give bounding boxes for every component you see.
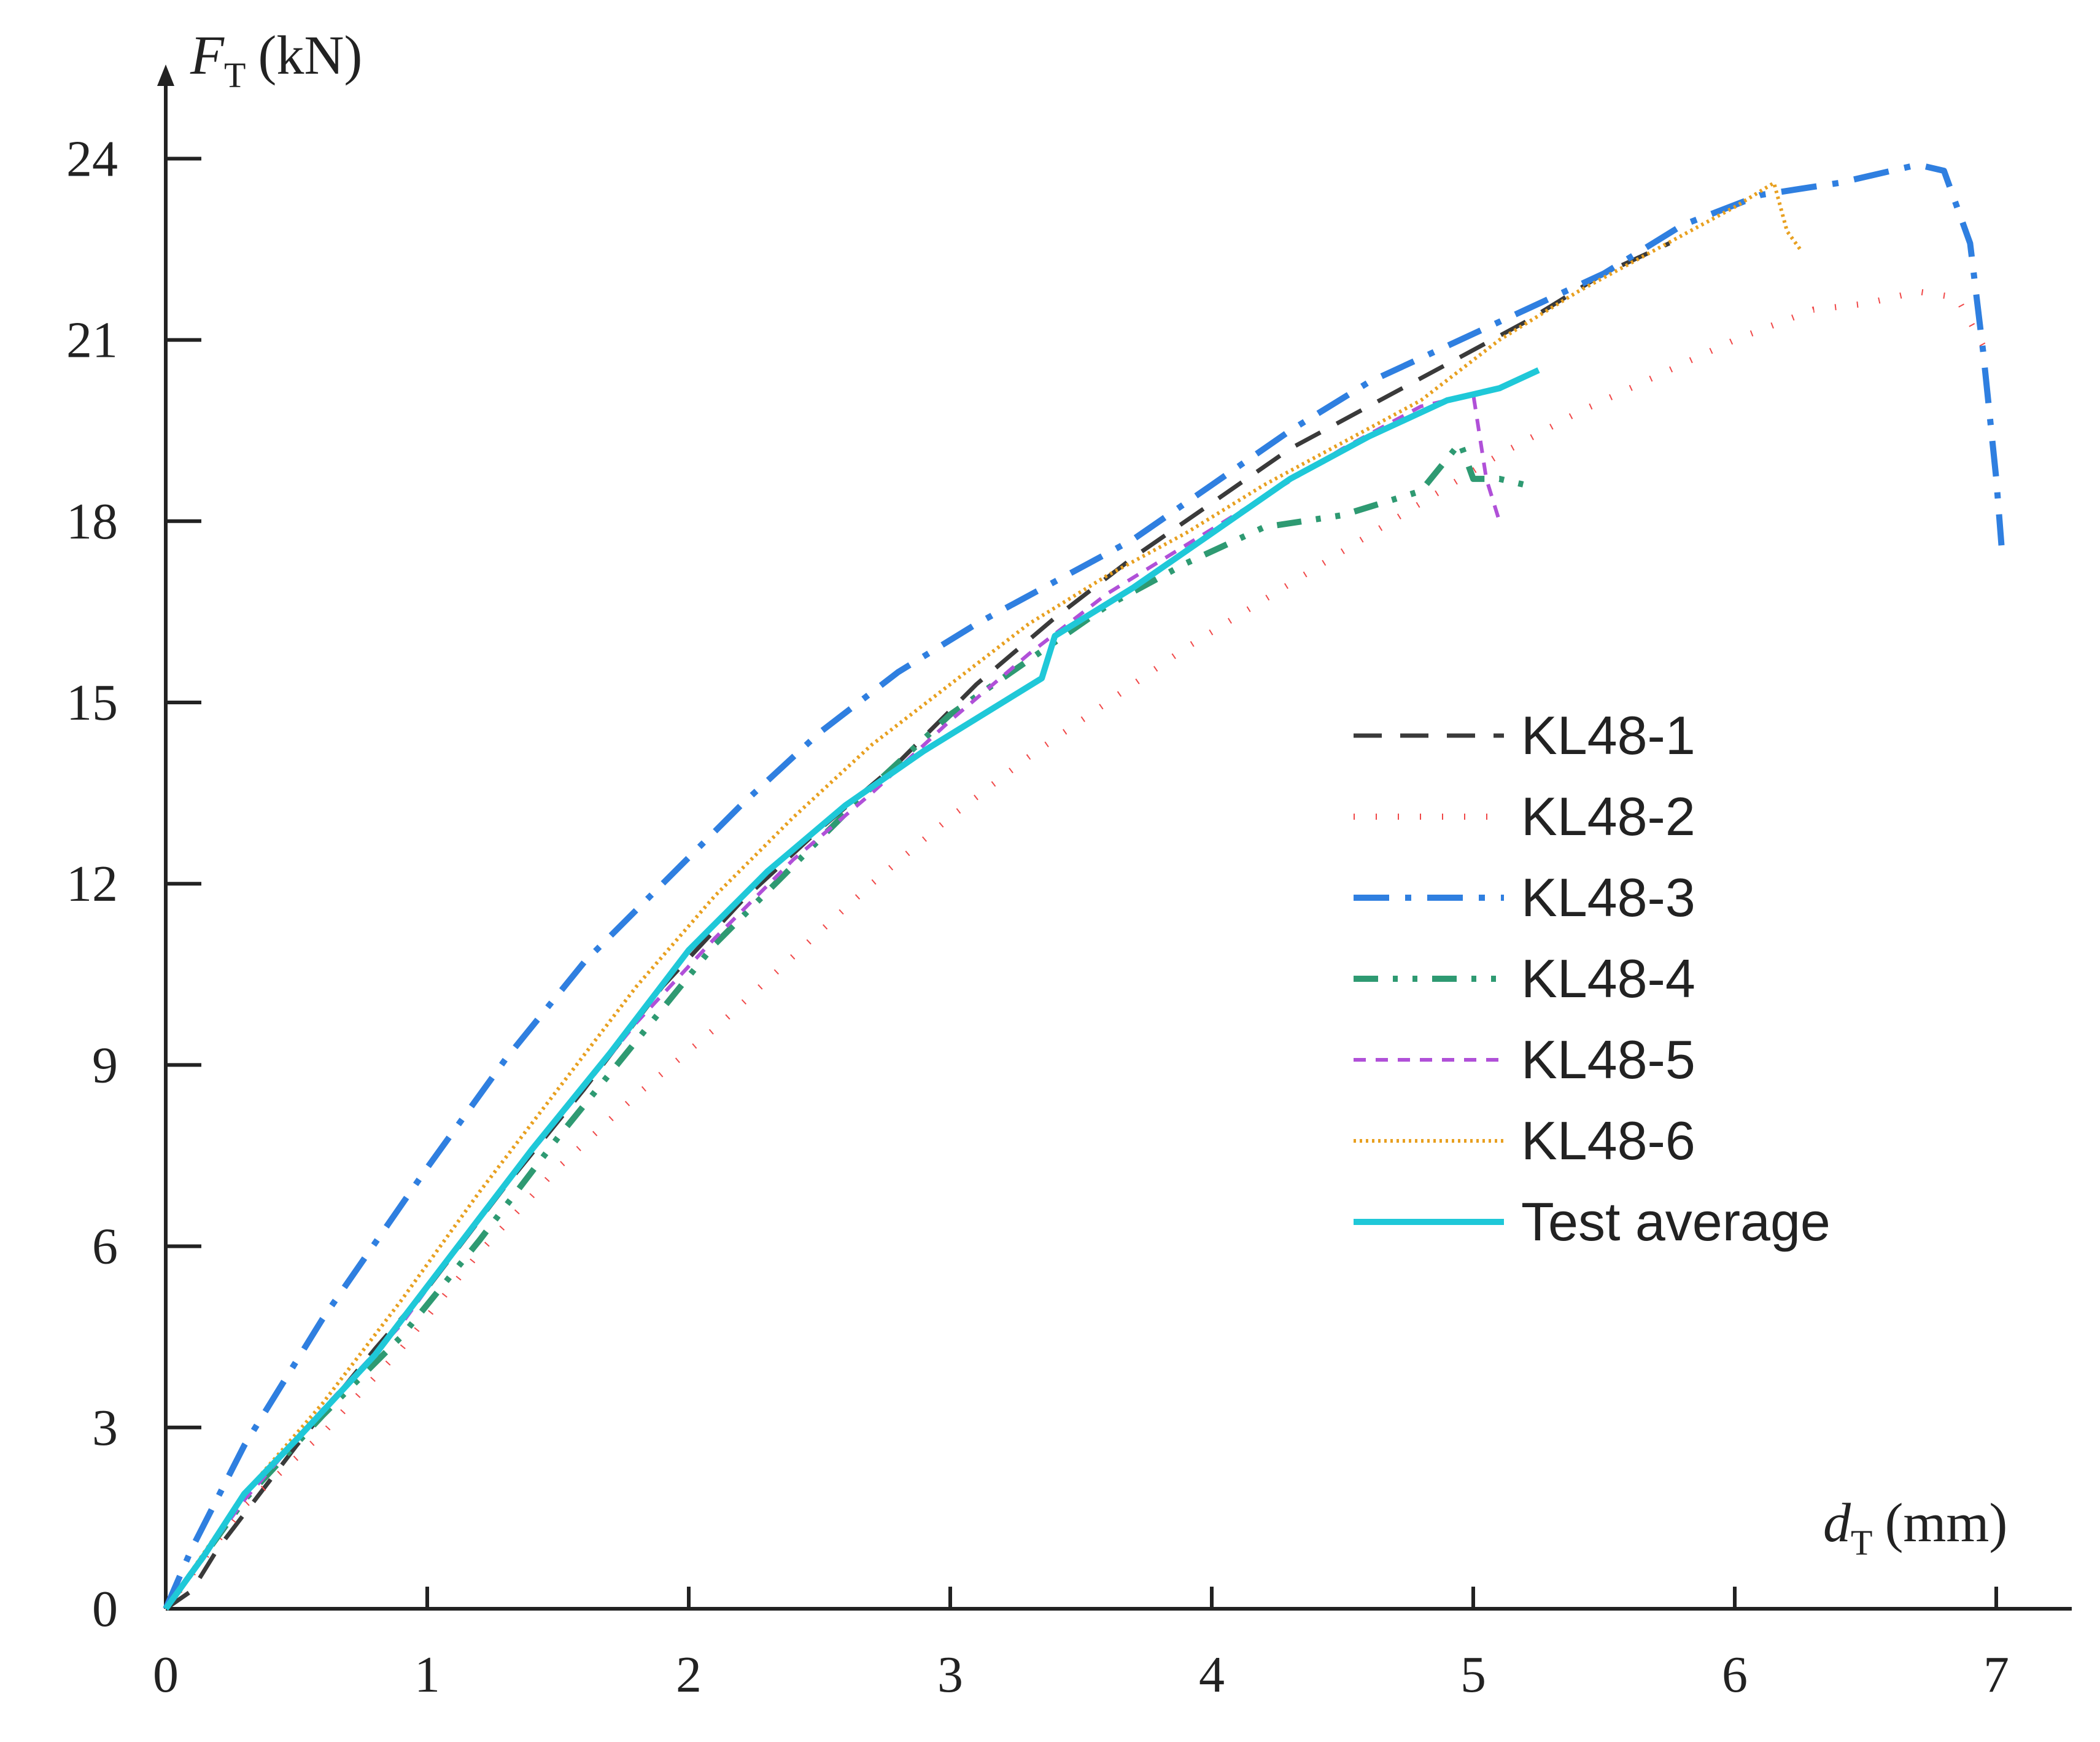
x-tick-label: 7 bbox=[1983, 1646, 2009, 1703]
x-tick-label: 4 bbox=[1199, 1646, 1225, 1703]
svg-text:FT(kN): FT (kN) bbox=[190, 25, 362, 95]
y-tick-label: 12 bbox=[66, 855, 118, 912]
y-axis-subscript: T bbox=[224, 55, 246, 95]
y-tick-label: 9 bbox=[92, 1036, 118, 1094]
series-line-kl48-3 bbox=[163, 161, 2005, 1610]
svg-text:dT(mm): dT (mm) bbox=[1823, 1493, 2007, 1563]
y-tick-label: 6 bbox=[92, 1218, 118, 1275]
x-axis-symbol: d bbox=[1823, 1493, 1851, 1553]
y-tick-label: 15 bbox=[66, 674, 118, 731]
legend-label-kl48-5: KL48-5 bbox=[1521, 1029, 1695, 1090]
y-tick-label: 24 bbox=[66, 130, 118, 187]
y-tick-label: 18 bbox=[66, 493, 118, 550]
x-axis-title: dT (mm) bbox=[1823, 1493, 2007, 1563]
series-line-kl48-1 bbox=[165, 241, 1670, 1611]
legend-label-kl48-6: KL48-6 bbox=[1521, 1110, 1695, 1171]
y-axis-unit: (kN) bbox=[258, 25, 362, 86]
legend-label-kl48-4: KL48-4 bbox=[1521, 948, 1695, 1009]
x-axis-subscript: T bbox=[1851, 1523, 1872, 1563]
axes bbox=[157, 64, 2072, 1611]
y-tick-label: 0 bbox=[92, 1581, 118, 1638]
series-line-test-average bbox=[163, 367, 1540, 1611]
y-axis-symbol: F bbox=[190, 25, 225, 86]
legend: KL48-1 KL48-2 KL48-3 KL48-4 KL48-5 KL48-6 Test… bbox=[1354, 705, 1831, 1252]
x-axis-unit: (mm) bbox=[1885, 1493, 2007, 1553]
legend-label-kl48-3: KL48-3 bbox=[1521, 867, 1695, 928]
y-axis-arrow bbox=[157, 64, 174, 86]
legend-label-kl48-2: KL48-2 bbox=[1521, 786, 1695, 847]
series-group bbox=[163, 161, 2005, 1611]
y-tick-label: 3 bbox=[92, 1399, 118, 1456]
legend-label-test-average: Test average bbox=[1521, 1191, 1831, 1252]
series-line-kl48-5 bbox=[164, 392, 1501, 1610]
legend-label-kl48-1: KL48-1 bbox=[1521, 705, 1695, 766]
y-tick-label: 21 bbox=[66, 312, 118, 369]
x-tick-label: 1 bbox=[414, 1646, 440, 1703]
x-tick-label: 2 bbox=[676, 1646, 702, 1703]
series-line-kl48-2 bbox=[163, 288, 1986, 1611]
x-tick-label: 6 bbox=[1722, 1646, 1748, 1703]
x-tick-label: 5 bbox=[1460, 1646, 1486, 1703]
series-line-kl48-6 bbox=[164, 181, 1802, 1610]
x-tick-label: 0 bbox=[153, 1646, 179, 1703]
series-line-kl48-4 bbox=[163, 439, 1527, 1611]
y-axis-title: FT (kN) bbox=[190, 25, 362, 95]
x-tick-label: 3 bbox=[937, 1646, 963, 1703]
